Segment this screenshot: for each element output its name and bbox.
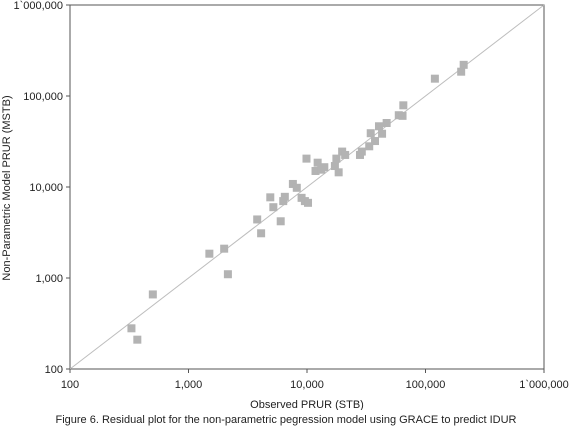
- x-tick-label: 1`000,000: [519, 379, 569, 391]
- y-tick-label: 1`000,000: [13, 0, 63, 12]
- data-point: [366, 129, 375, 138]
- data-point: [279, 197, 288, 206]
- data-point: [330, 162, 339, 171]
- y-tick-label: 10,000: [29, 182, 63, 194]
- data-point: [253, 215, 262, 224]
- data-point: [398, 111, 407, 120]
- x-axis-label: Observed PRUR (STB): [250, 399, 364, 410]
- data-point: [378, 129, 387, 138]
- data-point: [341, 150, 350, 159]
- x-tick-label: 10,000: [290, 379, 324, 391]
- data-point: [334, 168, 343, 177]
- x-tick-label: 1,000: [175, 379, 203, 391]
- data-point: [220, 244, 229, 253]
- data-point: [280, 192, 289, 201]
- y-axis-label: Non-Parametric Model PRUR (MSTB): [1, 95, 13, 280]
- figure-caption: Figure 6. Residual plot for the non-para…: [55, 414, 517, 426]
- reference-line: [69, 4, 545, 370]
- data-point: [257, 229, 266, 238]
- data-point: [311, 166, 320, 175]
- data-point: [332, 154, 341, 163]
- data-point: [313, 158, 322, 167]
- y-tick-label: 100: [45, 364, 63, 376]
- data-point: [320, 163, 329, 172]
- data-point: [399, 101, 408, 110]
- data-point: [365, 142, 374, 151]
- data-point: [457, 67, 466, 76]
- data-point: [266, 193, 275, 202]
- data-point: [276, 217, 285, 226]
- data-point: [302, 154, 311, 163]
- data-point: [127, 324, 136, 333]
- data-point: [357, 147, 366, 156]
- x-tick-label: 100,000: [406, 379, 446, 391]
- data-point: [304, 198, 313, 207]
- data-point: [133, 335, 142, 344]
- y-tick-label: 1,000: [35, 273, 63, 285]
- data-point: [148, 290, 157, 299]
- data-point: [292, 183, 301, 192]
- data-point: [269, 203, 278, 212]
- scatter-chart: 100 1,000 10,000 100,000 1`000,000 100 1,000 1…: [1, 0, 569, 410]
- data-point: [371, 137, 380, 146]
- data-point: [382, 119, 391, 128]
- data-point: [205, 249, 214, 258]
- data-point: [430, 74, 439, 83]
- x-tick-label: 100: [61, 379, 79, 391]
- data-point: [459, 60, 468, 69]
- data-point: [374, 122, 383, 131]
- y-tick-label: 100,000: [23, 91, 63, 103]
- data-point: [223, 270, 232, 279]
